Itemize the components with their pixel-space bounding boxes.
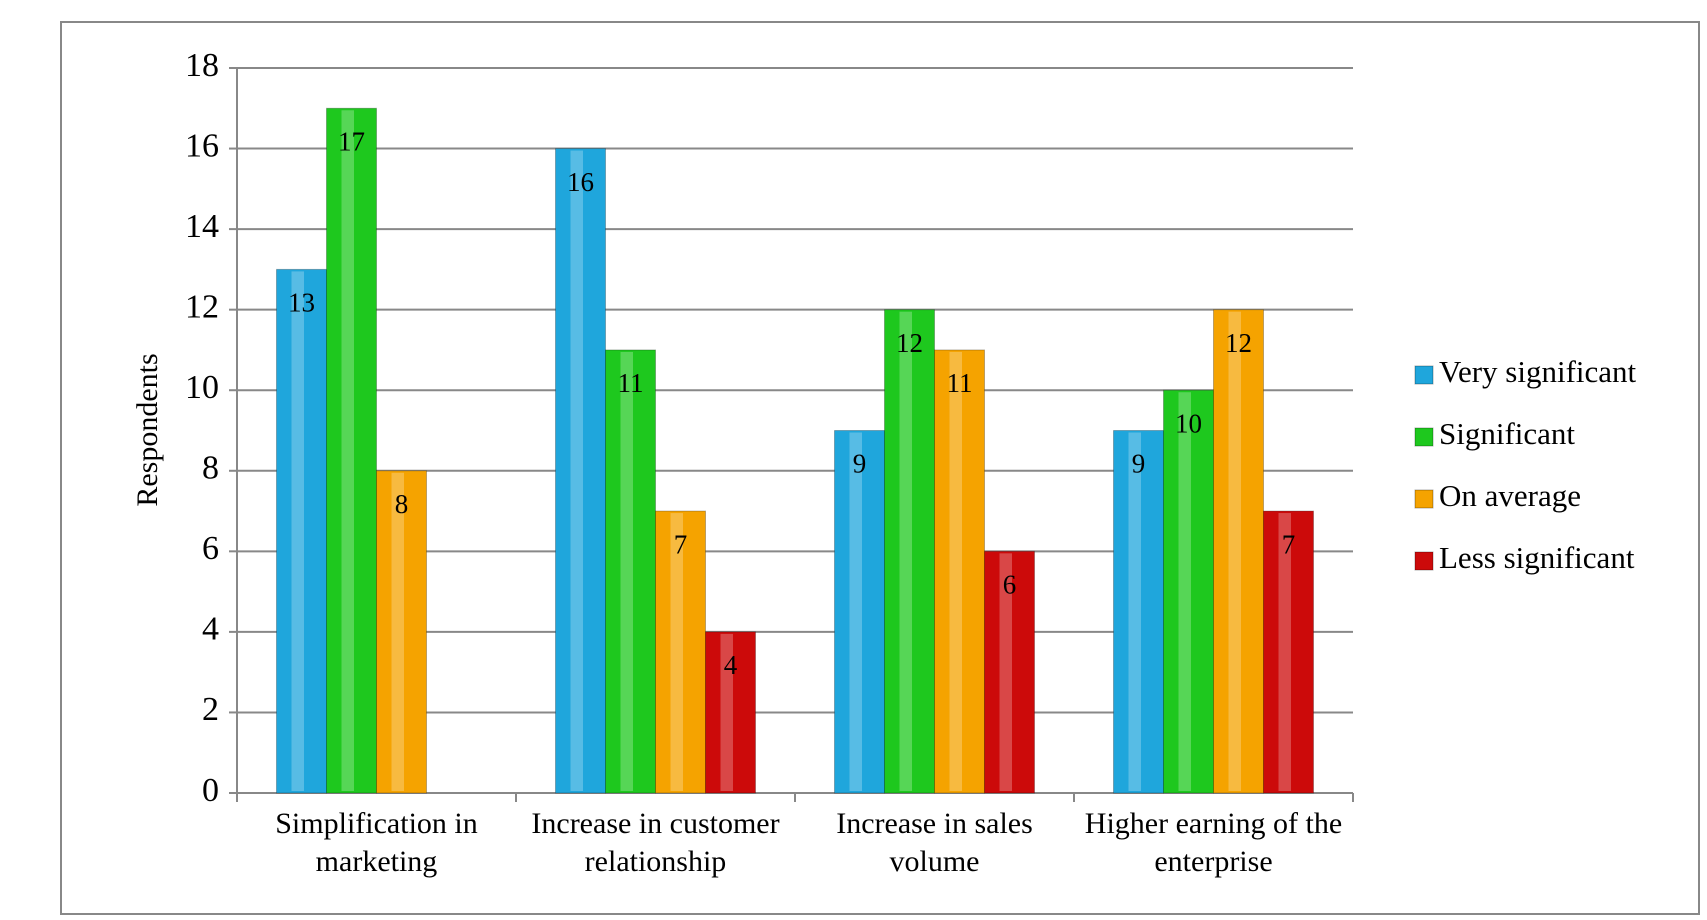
data-label: 13: [288, 288, 315, 318]
data-label: 9: [1132, 449, 1146, 479]
bar-shine: [949, 351, 962, 791]
bar-shine: [341, 110, 354, 792]
bar: [555, 148, 606, 794]
data-label: 10: [1175, 408, 1202, 438]
bar: [705, 631, 756, 794]
bar: [934, 349, 985, 794]
bar: [326, 107, 377, 794]
bar-shine: [291, 271, 304, 791]
legend-swatch: [1414, 427, 1434, 447]
data-label: 12: [1225, 328, 1252, 358]
bar: [834, 430, 885, 794]
bar: [1213, 309, 1264, 794]
bar-shine: [720, 633, 733, 791]
data-label: 16: [567, 167, 594, 197]
data-label: 4: [724, 650, 738, 680]
bar: [376, 470, 427, 794]
data-label: 7: [1282, 529, 1296, 559]
legend-swatch: [1414, 365, 1434, 385]
bar: [655, 510, 706, 794]
x-tick-label: Simplification in marketing: [275, 807, 478, 878]
y-tick-label: 8: [202, 450, 219, 487]
bar-shine: [670, 513, 683, 791]
legend-swatch: [1414, 489, 1434, 509]
data-label: 11: [618, 368, 644, 398]
data-label: 8: [395, 489, 409, 519]
x-tick-label: Increase in customer relationship: [531, 807, 780, 878]
bar-shine: [1128, 432, 1141, 791]
legend-swatch: [1414, 551, 1434, 571]
y-tick-label: 0: [202, 772, 219, 809]
bar-shine: [1228, 311, 1241, 791]
data-label: 12: [896, 328, 923, 358]
bar-shine: [849, 432, 862, 791]
y-tick-label: 2: [202, 691, 219, 728]
legend-label: On average: [1439, 478, 1581, 513]
bar: [884, 309, 935, 794]
bar-shine: [620, 351, 633, 791]
x-tick-label: Increase in sales volume: [836, 807, 1033, 878]
bar-shine: [999, 553, 1012, 791]
y-tick-label: 10: [185, 369, 219, 406]
bar: [605, 349, 656, 794]
legend-label: Very significant: [1439, 354, 1637, 389]
bar-shine: [899, 311, 912, 791]
data-label: 7: [674, 529, 688, 559]
bar-shine: [570, 150, 583, 792]
bar: [276, 268, 327, 794]
y-tick-label: 12: [185, 288, 219, 325]
y-tick-label: 4: [202, 611, 219, 648]
y-tick-label: 18: [185, 47, 219, 84]
bar: [1263, 510, 1314, 794]
y-axis-title: Respondents: [131, 353, 164, 506]
bar-shine: [1178, 392, 1191, 791]
legend-label: Significant: [1439, 416, 1575, 451]
data-label: 17: [338, 126, 365, 156]
y-tick-label: 6: [202, 530, 219, 567]
bar-shine: [391, 472, 404, 791]
data-label: 9: [853, 449, 867, 479]
x-tick-label: Higher earning of the enterprise: [1084, 807, 1343, 878]
y-tick-label: 16: [185, 127, 219, 164]
bar-shine: [1278, 513, 1291, 791]
bar: [984, 550, 1035, 794]
legend-label: Less significant: [1439, 540, 1635, 575]
y-tick-label: 14: [185, 208, 219, 245]
data-label: 11: [947, 368, 973, 398]
data-label: 6: [1003, 570, 1017, 600]
